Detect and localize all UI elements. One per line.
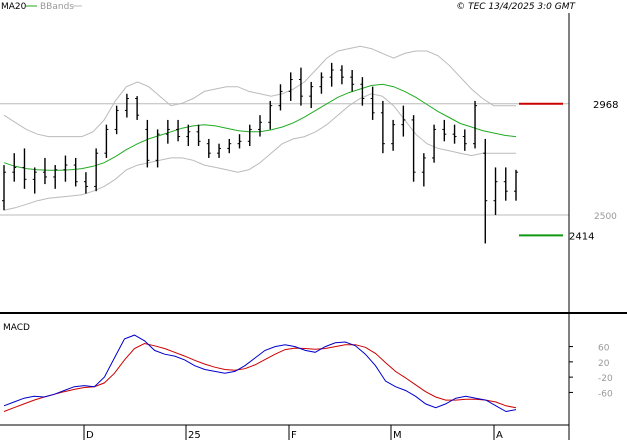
- price-bar-30: [309, 81, 314, 109]
- macd-y-tick-label-1: 20: [598, 359, 610, 369]
- x-tick-label-3: M: [393, 430, 402, 440]
- macd-title: MACD: [3, 323, 30, 333]
- price-bar-26: [268, 100, 273, 130]
- price-bar-16: [165, 119, 170, 144]
- price-bar-38: [391, 119, 396, 151]
- price-y-tick-label: 2500: [594, 212, 617, 222]
- macd-line: [3, 334, 517, 413]
- price-bar-2: [22, 148, 27, 189]
- price-bar-34: [350, 70, 355, 92]
- price-bar-40: [411, 115, 416, 182]
- macd-y-tick-label-0: 60: [598, 344, 610, 354]
- price-bar-31: [319, 72, 324, 94]
- price-bar-44: [452, 124, 457, 144]
- price-bar-24: [247, 124, 252, 147]
- price-bar-10: [104, 124, 109, 158]
- price-bar-41: [421, 153, 426, 187]
- price-bar-18: [186, 124, 191, 147]
- price-bar-28: [288, 72, 293, 101]
- price-bar-47: [483, 138, 488, 244]
- price-bar-17: [176, 119, 181, 142]
- price-gridlines: [0, 103, 569, 216]
- resistance-level-label: 2968: [593, 100, 618, 111]
- macd-lines: [3, 334, 517, 413]
- header-bar: [0, 0, 627, 12]
- price-bar-36: [370, 86, 375, 120]
- price-bar-48: [493, 167, 498, 215]
- bb-legend-label: BBands: [40, 2, 74, 12]
- price-bar-37: [380, 100, 385, 154]
- price-bar-46: [473, 100, 478, 149]
- price-bar-33: [339, 65, 344, 85]
- price-bar-15: [155, 129, 160, 168]
- x-axis-ticks: D 25 F M A: [83, 425, 503, 440]
- price-bar-14: [145, 119, 150, 168]
- price-bar-23: [237, 134, 242, 149]
- price-levels: 2968 2414: [519, 100, 618, 242]
- price-bar-39: [401, 105, 406, 137]
- bollinger-bands: [3, 45, 516, 211]
- support-level-label: 2414: [569, 231, 594, 242]
- price-bar-9: [94, 148, 99, 192]
- price-panel: 2968 2414 2500: [0, 13, 618, 310]
- macd-y-ticks: 60 20 -20 -60: [569, 344, 613, 399]
- x-tick-label-2: F: [291, 430, 297, 440]
- price-bar-11: [114, 105, 119, 135]
- x-tick-label-0: D: [86, 430, 94, 440]
- ma-legend-label: MA20: [1, 2, 27, 12]
- price-bar-35: [360, 77, 365, 106]
- price-bar-13: [135, 96, 140, 120]
- price-bar-21: [217, 143, 222, 158]
- price-bar-25: [258, 115, 262, 137]
- price-bar-1: [12, 153, 17, 182]
- price-bar-4: [42, 157, 47, 185]
- price-bar-8: [83, 172, 88, 194]
- price-bar-20: [206, 138, 211, 158]
- price-bar-19: [196, 124, 201, 147]
- price-bar-22: [227, 138, 232, 154]
- x-tick-label-4: A: [496, 430, 503, 440]
- price-bar-45: [462, 129, 467, 151]
- macd-y-tick-label-2: -20: [598, 374, 613, 384]
- price-bar-29: [298, 67, 303, 106]
- price-bar-27: [278, 84, 283, 111]
- price-bar-43: [442, 119, 447, 142]
- macd-signal-line: [3, 342, 517, 412]
- price-bar-42: [432, 124, 437, 163]
- price-bar-0: [2, 165, 6, 211]
- price-bar-12: [124, 93, 129, 118]
- x-tick-label-1: 25: [188, 430, 201, 440]
- upper-band-line: [3, 45, 516, 138]
- macd-panel: MACD 60 20 -20 -60: [3, 323, 613, 413]
- price-panel-area: [0, 13, 569, 310]
- lower-band-line: [3, 93, 516, 211]
- price-bars: [2, 62, 518, 244]
- price-bar-49: [503, 167, 508, 201]
- macd-y-tick-label-3: -60: [598, 389, 613, 399]
- price-bar-7: [73, 157, 78, 187]
- price-bar-50: [514, 169, 518, 201]
- price-bar-32: [329, 62, 334, 87]
- price-y-ticks: 2500: [594, 212, 617, 222]
- price-bar-5: [53, 165, 58, 189]
- price-bar-3: [32, 167, 37, 194]
- copyright-text: © TEC 13/4/2025 3:0 GMT: [456, 2, 576, 12]
- price-bar-6: [63, 155, 68, 182]
